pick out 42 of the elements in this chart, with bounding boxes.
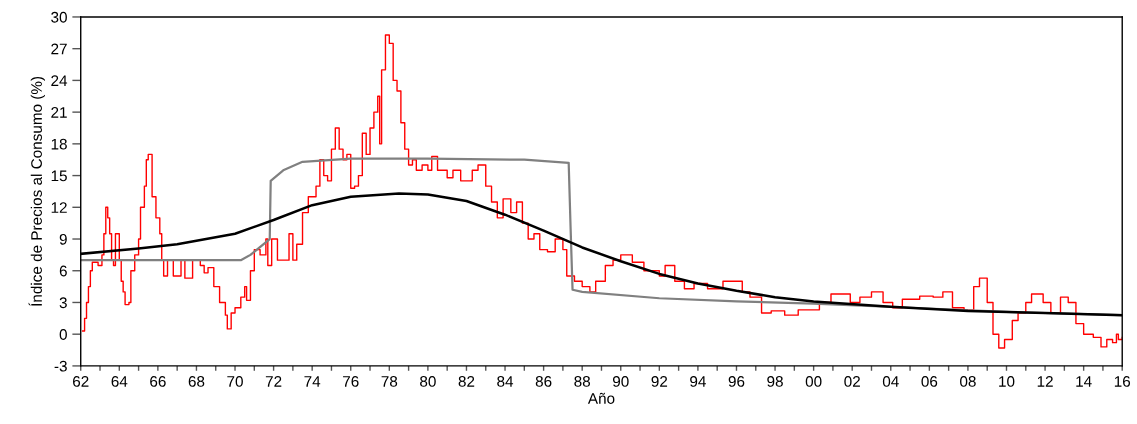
- x-tick-label: 02: [844, 376, 860, 387]
- x-tick-label: 94: [690, 376, 706, 387]
- x-tick-label: 98: [767, 376, 783, 387]
- x-tick-label: 86: [535, 376, 552, 387]
- x-tick-label: 78: [381, 376, 398, 387]
- x-tick-label: 96: [728, 376, 745, 387]
- x-tick-label: 12: [1037, 376, 1053, 387]
- y-tick-label: 30: [51, 11, 67, 23]
- x-tick-label: 82: [458, 376, 475, 387]
- x-tick-label: 08: [960, 376, 976, 387]
- x-tick-label: 80: [420, 376, 436, 387]
- x-tick-label: 88: [574, 376, 591, 387]
- y-tick-label: -3: [54, 360, 67, 372]
- y-tick-label: 15: [51, 170, 67, 182]
- x-tick-label: 62: [73, 376, 89, 387]
- y-tick-label: 6: [59, 265, 67, 277]
- y-tick-label: 21: [51, 107, 67, 118]
- x-tick-label: 90: [612, 376, 629, 387]
- x-tick-label: 68: [188, 376, 205, 387]
- y-tick-label: 24: [51, 75, 68, 86]
- x-tick-label: 00: [805, 376, 822, 387]
- x-tick-label: 66: [150, 376, 166, 387]
- x-tick-label: 14: [1076, 376, 1092, 387]
- y-tick-label: 3: [59, 297, 67, 309]
- x-tick-label: 74: [304, 376, 321, 387]
- x-tick-label: 04: [882, 376, 899, 387]
- x-tick-label: 72: [265, 376, 282, 387]
- y-tick-label: 9: [59, 233, 67, 245]
- x-tick-label: 10: [999, 376, 1015, 387]
- y-tick-label: 12: [51, 202, 67, 213]
- y-tick-label: 18: [51, 138, 67, 150]
- x-tick-label: 16: [1114, 376, 1131, 387]
- y-tick-label: 27: [51, 43, 67, 55]
- y-axis-title: Índice de Precios al Consumo (%): [28, 76, 45, 306]
- x-tick-label: 70: [227, 376, 243, 387]
- x-tick-label: 06: [921, 376, 938, 387]
- x-tick-label: 64: [111, 376, 128, 387]
- x-tick-label: 76: [343, 376, 359, 387]
- x-axis-title: Año: [587, 392, 615, 404]
- y-tick-label: 0: [59, 329, 67, 340]
- x-tick-label: 84: [497, 376, 514, 387]
- x-tick-label: 92: [651, 376, 668, 387]
